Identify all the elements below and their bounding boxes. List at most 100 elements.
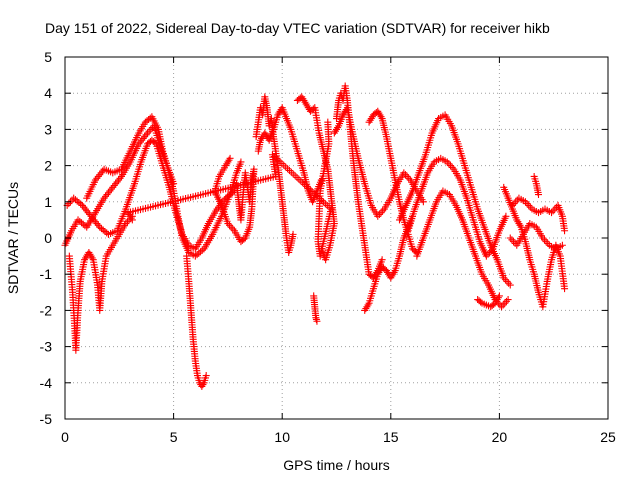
y-axis-label: SDTVAR / TECUs	[5, 182, 21, 294]
axis-ticks: 0 5 10 15 20 25 -5 -4 -3 -2 -1 0 1 2 3 4 5	[40, 49, 616, 445]
data-point	[499, 301, 507, 309]
data-point	[193, 251, 201, 259]
series-track-t	[508, 194, 569, 235]
data-point	[534, 191, 542, 199]
y-tick-label: 1	[44, 194, 52, 210]
data-point	[289, 230, 297, 238]
y-tick-label: 3	[44, 121, 52, 137]
data-point	[377, 209, 385, 217]
data-point	[101, 227, 109, 235]
series-track-v	[530, 172, 542, 199]
data-point	[198, 246, 206, 254]
data-point	[501, 299, 509, 307]
data-point	[403, 172, 411, 180]
y-tick-label: -2	[40, 302, 53, 318]
series-track-u	[506, 220, 566, 253]
data-point	[284, 165, 292, 173]
data-point	[502, 212, 510, 220]
data-point	[447, 162, 455, 170]
data-point	[78, 219, 86, 227]
x-tick-label: 5	[170, 429, 178, 445]
data-point	[147, 125, 155, 133]
data-point	[71, 196, 79, 204]
series-track-e	[183, 252, 210, 390]
data-point	[65, 200, 73, 208]
data-point	[503, 277, 511, 285]
y-tick-label: -1	[40, 266, 53, 282]
data-point	[558, 241, 566, 249]
y-tick-label: 0	[44, 230, 52, 246]
data-point	[289, 170, 297, 178]
data-point	[227, 223, 235, 231]
data-point	[561, 285, 569, 293]
data-point	[285, 167, 293, 175]
data-point	[170, 180, 178, 188]
series-track-d	[65, 212, 136, 354]
series-isolated	[124, 118, 335, 260]
data-point	[510, 238, 518, 246]
data-point	[77, 200, 85, 208]
data-point	[295, 175, 303, 183]
data-point	[70, 194, 78, 202]
data-point	[75, 199, 83, 207]
y-tick-label: 4	[44, 85, 52, 101]
data-point	[76, 217, 84, 225]
series-track-l	[330, 104, 427, 220]
data-point	[504, 296, 512, 304]
data-point	[523, 200, 531, 208]
series-track-s	[500, 183, 569, 311]
data-point	[525, 201, 533, 209]
data-point	[320, 198, 328, 206]
x-tick-label: 15	[383, 429, 399, 445]
series-track-i	[293, 93, 338, 264]
y-tick-label: 5	[44, 49, 52, 65]
data-point	[445, 160, 453, 168]
data-point	[549, 207, 557, 215]
series-track-a	[63, 136, 238, 253]
data-point	[477, 298, 485, 306]
data-point	[508, 236, 516, 244]
x-tick-label: 0	[61, 429, 69, 445]
data-point	[191, 252, 199, 260]
data-point	[202, 372, 210, 380]
data-point	[287, 168, 295, 176]
data-point	[313, 317, 321, 325]
data-point	[99, 226, 107, 234]
data-point	[237, 158, 245, 166]
data-point	[505, 279, 513, 287]
data-point	[128, 216, 136, 224]
series-track-c	[61, 122, 178, 249]
data-point	[513, 196, 521, 204]
data-point	[96, 223, 104, 231]
series-track-q	[413, 187, 512, 311]
data-point	[145, 127, 153, 135]
data-markers	[61, 82, 569, 390]
data-point	[419, 198, 427, 206]
data-point	[378, 256, 386, 264]
y-tick-label: -5	[40, 411, 53, 427]
data-point	[542, 238, 550, 246]
data-point	[506, 234, 514, 242]
data-point	[495, 292, 503, 300]
series-track-b	[83, 113, 245, 260]
series-track-r	[474, 292, 503, 311]
data-point	[74, 216, 82, 224]
data-point	[197, 248, 205, 256]
chart-title: Day 151 of 2022, Sidereal Day-to-day VTE…	[45, 20, 550, 36]
data-point	[526, 203, 534, 211]
x-tick-label: 20	[492, 429, 508, 445]
data-point	[282, 163, 290, 171]
y-tick-label: 2	[44, 158, 52, 174]
data-point	[297, 177, 305, 185]
series-track-o	[395, 111, 514, 289]
data-point	[506, 281, 514, 289]
data-point	[291, 172, 299, 180]
x-tick-label: 10	[274, 429, 290, 445]
x-tick-label: 25	[600, 429, 616, 445]
data-point	[79, 220, 87, 228]
y-tick-label: -3	[40, 339, 53, 355]
data-point	[502, 297, 510, 305]
data-point	[73, 197, 81, 205]
series-track-g	[252, 93, 297, 256]
